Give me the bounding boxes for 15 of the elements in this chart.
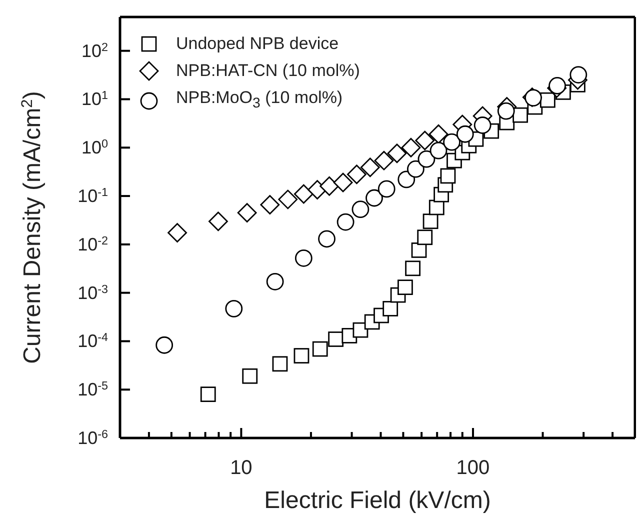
y-tick-label: 10$^{-5}$ (78, 379, 108, 400)
y-tick-label: 10$^{-3}$ (78, 282, 108, 303)
x-tick-label: 10 (230, 457, 252, 479)
y-tick-label: 10$^{-6}$ (78, 428, 108, 448)
y-tick-label: 10$^{0}$ (81, 137, 108, 158)
y-tick-label: 10$^{-2}$ (78, 234, 108, 254)
x-axis-title: Electric Field (kV/cm) (264, 487, 491, 514)
y-tick-label: 10$^{1}$ (81, 88, 108, 110)
x-tick-label: 100 (456, 457, 490, 479)
y-tick-label: 10$^{2}$ (81, 40, 108, 61)
y-tick-label: 10$^{-1}$ (78, 186, 108, 206)
legend-label: NPB:HAT-CN (10 mol%) (176, 60, 360, 82)
legend-label: Undoped NPB device (176, 33, 339, 55)
legend-label: NPB:MoO$_{3}$ (10 mol%) (176, 87, 343, 114)
y-tick-label: 10$^{-4}$ (78, 330, 108, 352)
